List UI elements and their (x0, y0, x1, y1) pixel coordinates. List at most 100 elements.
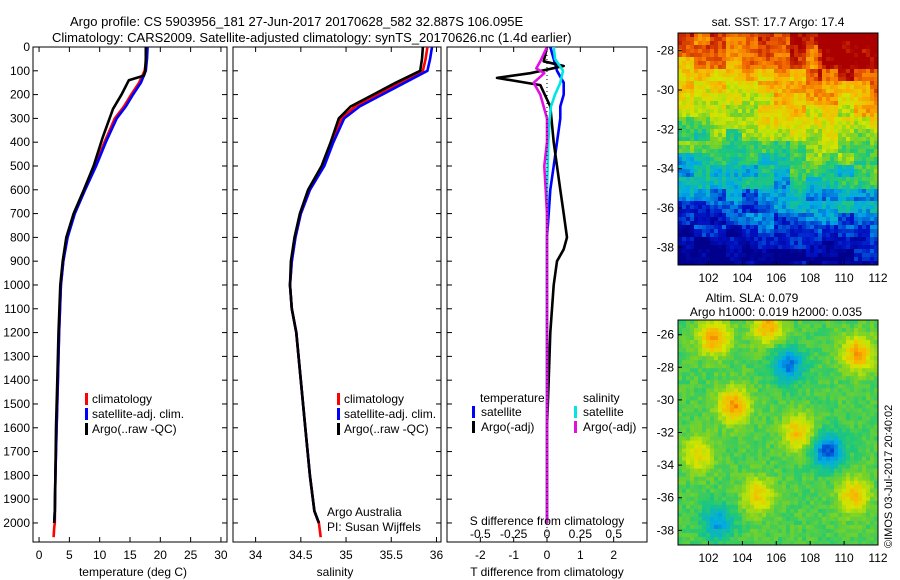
heatmap-cell (766, 41, 771, 46)
heatmap-cell (826, 45, 831, 50)
heatmap-cell (862, 408, 867, 414)
heatmap-cell (682, 364, 687, 369)
heatmap-cell (706, 221, 711, 226)
heatmap-cell (826, 121, 831, 126)
heatmap-cell (830, 460, 835, 466)
heatmap-cell (750, 105, 755, 110)
sla-map: 102 104 106 108 110 112-26-28-30-32-34-36-38 (657, 320, 888, 565)
heatmap-cell (718, 197, 723, 202)
heatmap-cell (734, 125, 739, 130)
heatmap-cell (862, 77, 867, 82)
heatmap-cell (866, 85, 871, 90)
heatmap-cell (774, 348, 779, 353)
heatmap-cell (822, 161, 827, 166)
heatmap-cell (838, 161, 843, 166)
heatmap-cell (858, 416, 863, 422)
heatmap-cell (850, 121, 855, 126)
heatmap-cell (694, 436, 699, 442)
heatmap-cell (738, 352, 743, 357)
heatmap-cell (714, 408, 719, 414)
heatmap-cell (738, 49, 743, 54)
heatmap-cell (762, 149, 767, 154)
series-group (288, 47, 434, 538)
heatmap-cell (854, 169, 859, 174)
heatmap-cell (702, 424, 707, 430)
heatmap-cell (682, 225, 687, 230)
heatmap-cell (874, 109, 878, 114)
heatmap-cell (734, 209, 739, 214)
heatmap-cell (742, 113, 747, 118)
heatmap-cell (694, 209, 699, 214)
heatmap-cell (830, 85, 835, 90)
heatmap-cell (750, 217, 755, 222)
heatmap-cell (758, 444, 763, 450)
heatmap-cell (798, 117, 803, 122)
heatmap-cell (782, 460, 787, 466)
heatmap-cell (742, 332, 747, 337)
heatmap-cell (710, 97, 715, 102)
heatmap-cell (790, 181, 795, 186)
heatmap-cell (790, 364, 795, 369)
heatmap-cell (682, 328, 687, 333)
heatmap-cell (770, 125, 775, 130)
heatmap-cell (834, 237, 839, 242)
heatmap-cell (842, 49, 847, 54)
heatmap-cell (850, 145, 855, 150)
heatmap-cell (686, 149, 691, 154)
heatmap-cell (678, 372, 683, 377)
heatmap-cell (770, 460, 775, 466)
heatmap-cell (842, 53, 847, 58)
heatmap-cell (694, 89, 699, 94)
heatmap-cell (698, 344, 703, 349)
heatmap-cell (822, 157, 827, 162)
heatmap-cell (770, 69, 775, 74)
heatmap-cell (858, 81, 863, 86)
heatmap-cell (742, 356, 747, 361)
heatmap-cell (754, 89, 759, 94)
heatmap-cell (854, 261, 859, 265)
heatmap-cell (818, 380, 823, 385)
heatmap-cell (814, 416, 819, 422)
heatmap-cell (798, 193, 803, 198)
heatmap-cell (870, 396, 875, 401)
heatmap-cell (822, 376, 827, 381)
heatmap-cell (706, 348, 711, 353)
heatmap-cell (682, 165, 687, 170)
heatmap-cell (874, 456, 878, 462)
heatmap-cell (714, 125, 719, 130)
heatmap-cell (822, 324, 827, 329)
heatmap-cell (834, 69, 839, 74)
heatmap-cell (858, 121, 863, 126)
heatmap-cell (730, 205, 735, 210)
heatmap-cell (678, 181, 683, 186)
heatmap-cell (738, 241, 743, 246)
heatmap-cell (738, 185, 743, 190)
heatmap-cell (830, 133, 835, 138)
heatmap-cell (870, 41, 875, 46)
heatmap-cell (694, 113, 699, 118)
heatmap-cell (750, 133, 755, 138)
legend-swatch-temp-argo (472, 421, 475, 433)
heatmap-cell (794, 344, 799, 349)
heatmap-cell (706, 396, 711, 401)
heatmap-cell (838, 177, 843, 182)
heatmap-cell (734, 37, 739, 42)
heatmap-cell (790, 117, 795, 122)
heatmap-cell (770, 344, 775, 349)
heatmap-cell (838, 225, 843, 230)
heatmap-cell (770, 356, 775, 361)
map-x-tick-label: 112 (868, 271, 887, 285)
heatmap-cell (874, 356, 878, 361)
heatmap-cell (830, 117, 835, 122)
heatmap-cell (754, 368, 759, 373)
heatmap-cell (710, 352, 715, 357)
heatmap-cell (802, 233, 807, 238)
heatmap-cell (698, 225, 703, 230)
heatmap-cell (794, 185, 799, 190)
heatmap-cell (842, 69, 847, 74)
heatmap-cell (794, 257, 799, 262)
heatmap-cell (798, 416, 803, 422)
heatmap-cell (722, 368, 727, 373)
heatmap-cell (854, 181, 859, 186)
heatmap-cell (746, 428, 751, 434)
